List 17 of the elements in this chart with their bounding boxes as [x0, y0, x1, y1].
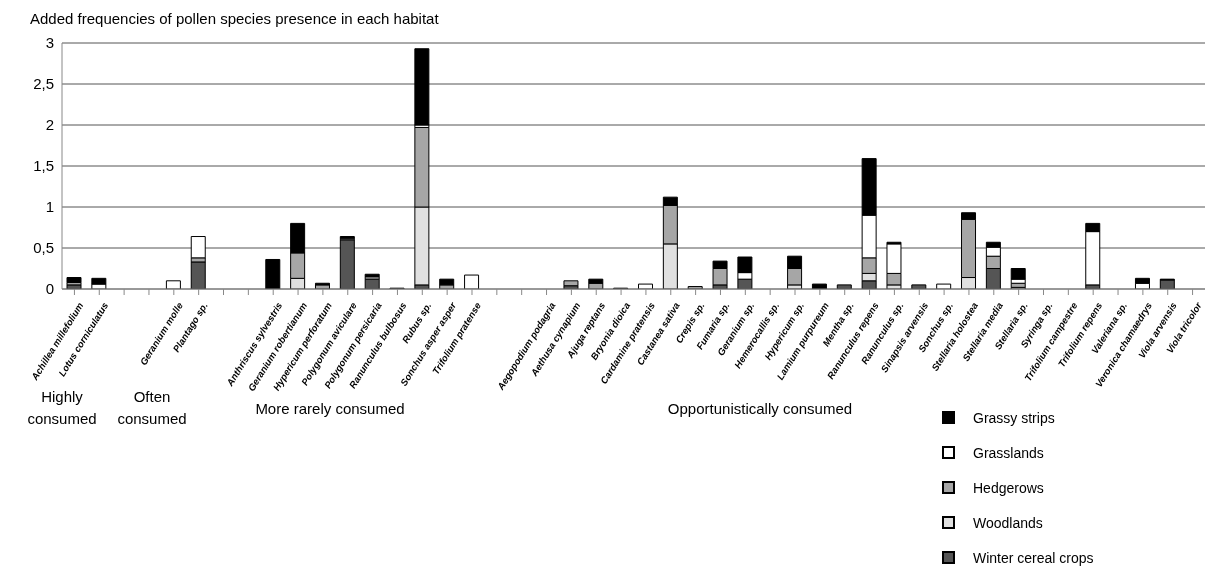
text: More rarely consumed [254, 399, 406, 419]
y-tick-label: 1,5 [33, 157, 54, 175]
text: Often consumed [116, 387, 188, 429]
y-tick-label: 1 [45, 198, 54, 216]
chart-title: Added frequencies of pollen species presence in each habitat [30, 10, 439, 27]
y-tick-label: 2,5 [33, 75, 54, 93]
legend-label: Grasslands [973, 444, 1044, 461]
text: Highly consumed [26, 387, 98, 429]
legend-label: Hedgerows [973, 479, 1044, 496]
text: Opportunistically consumed [666, 399, 854, 419]
legend-label: Winter cereal crops [973, 549, 1094, 566]
y-tick-label: 3 [45, 34, 54, 52]
legend-label: Grassy strips [973, 409, 1055, 426]
y-tick-label: 0 [45, 280, 54, 298]
legend-label: Woodlands [973, 514, 1043, 531]
y-tick-label: 0,5 [33, 239, 54, 257]
y-tick-label: 2 [45, 116, 54, 134]
